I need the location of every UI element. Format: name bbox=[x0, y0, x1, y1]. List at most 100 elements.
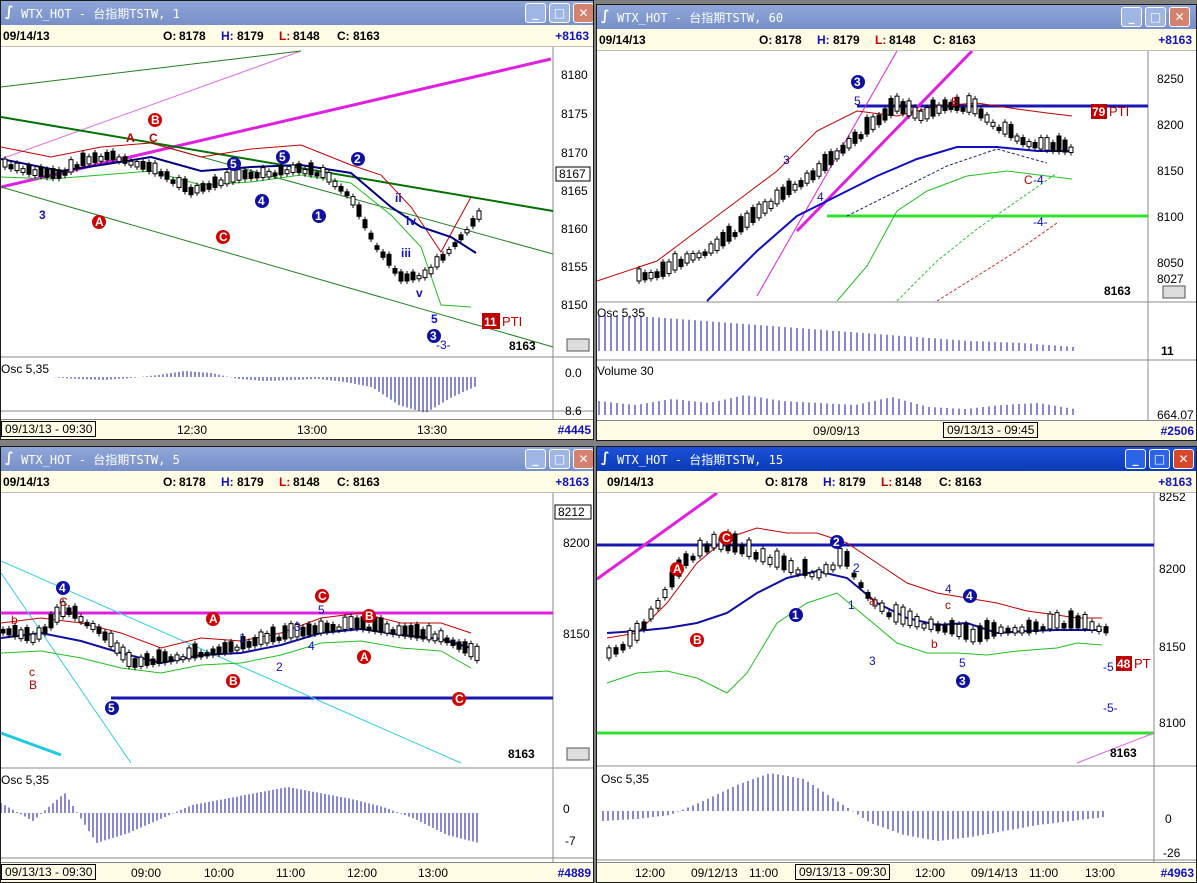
candle bbox=[200, 180, 206, 195]
time-label: 13:00 bbox=[297, 423, 328, 437]
candle bbox=[174, 651, 180, 664]
candle bbox=[60, 598, 66, 620]
candle bbox=[146, 159, 152, 175]
price-chart[interactable]: A B C 1 2 2 a 1 3 4 c b 5 3 4 -5 -5- 48 … bbox=[597, 493, 1197, 864]
last-price-label: 8163 bbox=[509, 339, 536, 353]
time-axis: 09/13/13 - 09:30 09:00 10:00 11:00 12:00… bbox=[1, 862, 593, 882]
scroll-icon[interactable] bbox=[1162, 285, 1186, 299]
candle bbox=[828, 148, 834, 168]
time-axis: 12:00 09/12/13 11:00 09/13/13 - 09:30 12… bbox=[597, 862, 1196, 882]
candle bbox=[864, 114, 870, 138]
wave-label: -5- bbox=[1103, 701, 1118, 715]
candle bbox=[402, 623, 408, 640]
title-bar[interactable]: ∫ WTX_HOT - 台指期TSTW, 5 _ □ ✕ bbox=[1, 447, 593, 471]
candle bbox=[844, 548, 850, 570]
candle bbox=[1089, 618, 1095, 634]
minimize-icon[interactable]: _ bbox=[525, 3, 546, 23]
pti-badge: 11 bbox=[484, 315, 497, 329]
last-price-label: 8163 bbox=[508, 747, 535, 761]
candle bbox=[837, 545, 843, 569]
chart-window-60min[interactable]: ∫ WTX_HOT - 台指期TSTW, 60 _ □ ✕ 09/14/13 O… bbox=[596, 4, 1197, 441]
candle bbox=[450, 637, 456, 649]
price-chart[interactable]: 3 5 B 3 4 C -4 -4- 8250 8200 8150 8100 8… bbox=[597, 51, 1197, 422]
wave-label: A bbox=[673, 562, 682, 576]
candle bbox=[470, 215, 476, 230]
candle bbox=[254, 169, 260, 181]
candle bbox=[422, 267, 428, 281]
wave-label: A bbox=[360, 650, 369, 664]
wave-label: -4- bbox=[1033, 215, 1048, 229]
candle bbox=[260, 164, 266, 181]
candle bbox=[294, 621, 300, 640]
wave-label: C bbox=[455, 692, 464, 706]
maximize-icon[interactable]: □ bbox=[549, 3, 570, 23]
price-chart[interactable]: 4 C b c B 5 A B C B A C 1 2 3 4 5 8212 8… bbox=[1, 493, 594, 864]
candle bbox=[918, 108, 924, 124]
price-tick: 8150 bbox=[561, 298, 588, 312]
wave-label: c bbox=[945, 598, 951, 612]
candle bbox=[296, 160, 302, 176]
candle bbox=[248, 169, 254, 182]
close-icon[interactable]: ✕ bbox=[573, 449, 593, 469]
title-bar[interactable]: ∫ WTX_HOT - 台指期TSTW, 15 _ □ ✕ bbox=[597, 447, 1196, 471]
candle bbox=[634, 620, 640, 644]
candle bbox=[96, 623, 102, 637]
wave-label: 1 bbox=[315, 209, 322, 223]
candle bbox=[476, 207, 482, 223]
time-label: 12:00 bbox=[635, 866, 666, 880]
close-icon[interactable]: ✕ bbox=[1173, 449, 1194, 469]
time-label-cursor: 09/13/13 - 09:45 bbox=[943, 422, 1039, 438]
price-chart[interactable]: 8180 8175 8170 8167 8165 8160 8155 8150 … bbox=[1, 47, 594, 421]
candle bbox=[834, 147, 840, 162]
candle bbox=[781, 553, 787, 573]
scroll-icon[interactable] bbox=[566, 747, 590, 761]
candle bbox=[138, 654, 144, 670]
maximize-icon[interactable]: □ bbox=[1145, 7, 1166, 27]
time-label: 11:00 bbox=[1029, 866, 1059, 880]
osc-value: 11 bbox=[1161, 344, 1174, 358]
title-bar[interactable]: ∫ WTX_HOT - 台指期TSTW, 1 _ □ ✕ bbox=[1, 1, 593, 25]
osc-label: Osc 5,35 bbox=[1, 773, 49, 787]
wave-label: 4 bbox=[308, 639, 315, 653]
price-tick: 8155 bbox=[561, 260, 588, 274]
candle bbox=[132, 655, 138, 671]
scroll-icon[interactable] bbox=[566, 338, 590, 352]
candle bbox=[272, 169, 278, 179]
candle bbox=[660, 259, 666, 280]
open-label: O: bbox=[765, 475, 779, 489]
candle bbox=[456, 638, 462, 653]
time-label: 12:00 bbox=[347, 866, 378, 880]
close-icon[interactable]: ✕ bbox=[1169, 7, 1190, 27]
candle bbox=[720, 229, 726, 249]
candle bbox=[462, 638, 468, 656]
candle bbox=[98, 153, 104, 165]
maximize-icon[interactable]: □ bbox=[549, 449, 570, 469]
candle bbox=[282, 622, 288, 643]
candle bbox=[870, 113, 876, 133]
minimize-icon[interactable]: _ bbox=[525, 449, 546, 469]
wave-label: 5 bbox=[854, 94, 861, 108]
candle bbox=[1005, 625, 1011, 636]
candle bbox=[332, 178, 338, 190]
candle bbox=[956, 621, 962, 640]
candle bbox=[30, 630, 36, 646]
chart-window-1min[interactable]: ∫ WTX_HOT - 台指期TSTW, 1 _ □ ✕ 09/14/13 O:… bbox=[0, 0, 594, 440]
title-bar[interactable]: ∫ WTX_HOT - 台指期TSTW, 60 _ □ ✕ bbox=[597, 5, 1196, 29]
candle bbox=[846, 135, 852, 151]
chart-window-15min[interactable]: ∫ WTX_HOT - 台指期TSTW, 15 _ □ ✕ 09/14/13 O… bbox=[596, 446, 1197, 883]
candle bbox=[24, 624, 30, 644]
maximize-icon[interactable]: □ bbox=[1149, 449, 1170, 469]
minimize-icon[interactable]: _ bbox=[1125, 449, 1146, 469]
close-icon[interactable]: ✕ bbox=[573, 3, 593, 23]
candle bbox=[1019, 624, 1025, 636]
candle bbox=[830, 562, 836, 573]
candle bbox=[264, 630, 270, 647]
candle bbox=[224, 169, 230, 187]
price-tick: 8250 bbox=[1157, 72, 1184, 86]
candle bbox=[368, 230, 374, 243]
wave-label: C bbox=[1024, 173, 1033, 187]
chart-window-5min[interactable]: ∫ WTX_HOT - 台指期TSTW, 5 _ □ ✕ 09/14/13 O:… bbox=[0, 446, 594, 883]
minimize-icon[interactable]: _ bbox=[1121, 7, 1142, 27]
candle bbox=[816, 160, 822, 180]
candle bbox=[2, 156, 8, 170]
